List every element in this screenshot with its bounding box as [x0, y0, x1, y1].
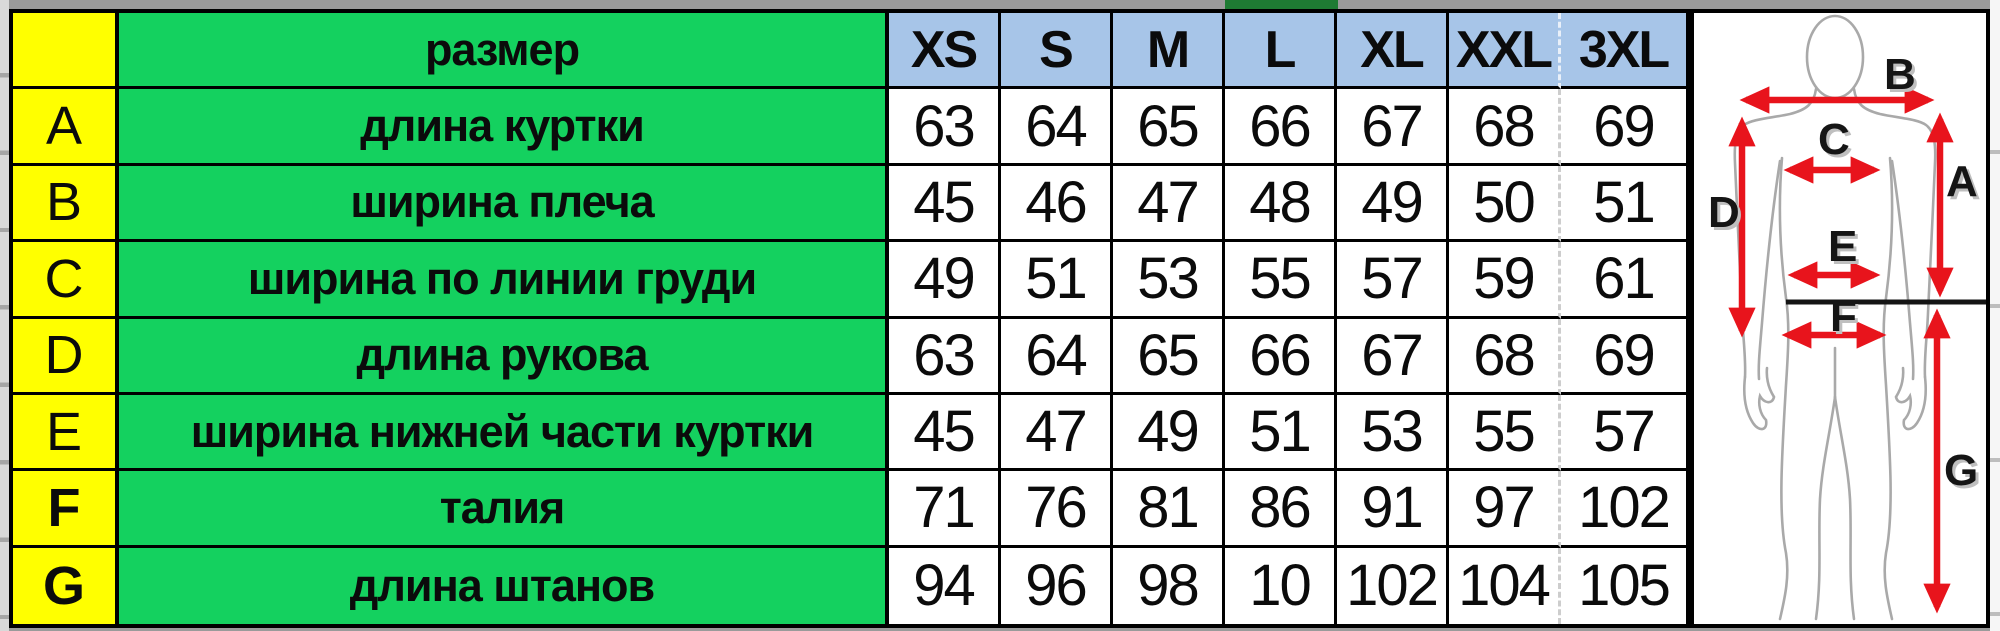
value-D-XS[interactable]: 63 [889, 318, 1001, 395]
column-pagebreak-marker [1225, 0, 1338, 9]
measurement-arrows [1728, 86, 1954, 614]
value-B-M[interactable]: 47 [1113, 165, 1225, 243]
figure-label-G: G [1944, 446, 1978, 495]
table-title-cell[interactable]: размер [119, 13, 889, 90]
value-F-XXL[interactable]: 97 [1449, 471, 1561, 548]
measurement-label-G[interactable]: длина штанов [119, 547, 889, 624]
measurement-label-D[interactable]: длина рукова [119, 318, 889, 395]
value-F-XS[interactable]: 71 [889, 471, 1001, 548]
sheet-left-edge [0, 0, 9, 631]
row-letter-B[interactable]: B [13, 165, 119, 243]
row-letter-F[interactable]: F [13, 471, 119, 548]
row-letter-D[interactable]: D [13, 318, 119, 395]
value-B-L[interactable]: 48 [1225, 165, 1337, 243]
row-letter-E[interactable]: E [13, 394, 119, 472]
value-D-M[interactable]: 65 [1113, 318, 1225, 395]
value-E-3XL[interactable]: 57 [1561, 394, 1686, 472]
size-header-S[interactable]: S [1001, 13, 1113, 90]
value-A-3XL[interactable]: 69 [1561, 89, 1686, 166]
value-F-S[interactable]: 76 [1001, 471, 1113, 548]
size-header-L[interactable]: L [1225, 13, 1337, 90]
value-B-XS[interactable]: 45 [889, 165, 1001, 243]
value-B-XXL[interactable]: 50 [1449, 165, 1561, 243]
value-E-S[interactable]: 47 [1001, 394, 1113, 472]
value-E-M[interactable]: 49 [1113, 394, 1225, 472]
size-header-3XL[interactable]: 3XL [1561, 13, 1686, 90]
value-D-XL[interactable]: 67 [1337, 318, 1449, 395]
value-E-XL[interactable]: 53 [1337, 394, 1449, 472]
value-G-3XL[interactable]: 105 [1561, 547, 1686, 624]
value-E-XXL[interactable]: 55 [1449, 394, 1561, 472]
row-letter-A[interactable]: A [13, 89, 119, 166]
value-G-M[interactable]: 98 [1113, 547, 1225, 624]
value-F-XL[interactable]: 91 [1337, 471, 1449, 548]
figure-label-F: F [1830, 292, 1857, 341]
figure-label-E: E [1828, 222, 1857, 271]
figure-label-D: D [1708, 188, 1740, 237]
value-D-L[interactable]: 66 [1225, 318, 1337, 395]
value-E-L[interactable]: 51 [1225, 394, 1337, 472]
sheet-top-edge [0, 0, 1990, 9]
size-header-XS[interactable]: XS [889, 13, 1001, 90]
measurement-label-C[interactable]: ширина по линии груди [119, 242, 889, 319]
value-D-XXL[interactable]: 68 [1449, 318, 1561, 395]
value-C-XS[interactable]: 49 [889, 242, 1001, 319]
value-C-L[interactable]: 55 [1225, 242, 1337, 319]
value-C-3XL[interactable]: 61 [1561, 242, 1686, 319]
value-G-XXL[interactable]: 104 [1449, 547, 1561, 624]
value-B-S[interactable]: 46 [1001, 165, 1113, 243]
measurement-label-E[interactable]: ширина нижней части куртки [119, 394, 889, 472]
size-header-XXL[interactable]: XXL [1449, 13, 1561, 90]
value-A-XXL[interactable]: 68 [1449, 89, 1561, 166]
value-A-XS[interactable]: 63 [889, 89, 1001, 166]
value-A-S[interactable]: 64 [1001, 89, 1113, 166]
value-F-L[interactable]: 86 [1225, 471, 1337, 548]
sheet-right-edge [1990, 0, 2000, 631]
value-C-XL[interactable]: 57 [1337, 242, 1449, 319]
value-C-S[interactable]: 51 [1001, 242, 1113, 319]
corner-cell[interactable] [13, 13, 119, 90]
value-A-XL[interactable]: 67 [1337, 89, 1449, 166]
value-D-S[interactable]: 64 [1001, 318, 1113, 395]
measurement-figure-panel: A B C D E F G [1690, 9, 1990, 628]
value-A-L[interactable]: 66 [1225, 89, 1337, 166]
figure-label-B: B [1884, 50, 1916, 99]
measurement-label-A[interactable]: длина куртки [119, 89, 889, 166]
value-C-M[interactable]: 53 [1113, 242, 1225, 319]
size-header-M[interactable]: M [1113, 13, 1225, 90]
value-G-S[interactable]: 96 [1001, 547, 1113, 624]
measurement-label-F[interactable]: талия [119, 471, 889, 548]
figure-label-C: C [1818, 115, 1850, 164]
value-A-M[interactable]: 65 [1113, 89, 1225, 166]
body-measurement-diagram: A B C D E F G [1708, 14, 1986, 621]
row-letter-C[interactable]: C [13, 242, 119, 319]
figure-label-A: A [1946, 157, 1978, 206]
value-E-XS[interactable]: 45 [889, 394, 1001, 472]
measurement-label-B[interactable]: ширина плеча [119, 165, 889, 243]
size-header-XL[interactable]: XL [1337, 13, 1449, 90]
value-G-XS[interactable]: 94 [889, 547, 1001, 624]
value-D-3XL[interactable]: 69 [1561, 318, 1686, 395]
value-B-3XL[interactable]: 51 [1561, 165, 1686, 243]
value-B-XL[interactable]: 49 [1337, 165, 1449, 243]
row-letter-G[interactable]: G [13, 547, 119, 624]
value-G-XL[interactable]: 102 [1337, 547, 1449, 624]
value-F-3XL[interactable]: 102 [1561, 471, 1686, 548]
value-G-L[interactable]: 10 [1225, 547, 1337, 624]
value-F-M[interactable]: 81 [1113, 471, 1225, 548]
value-C-XXL[interactable]: 59 [1449, 242, 1561, 319]
